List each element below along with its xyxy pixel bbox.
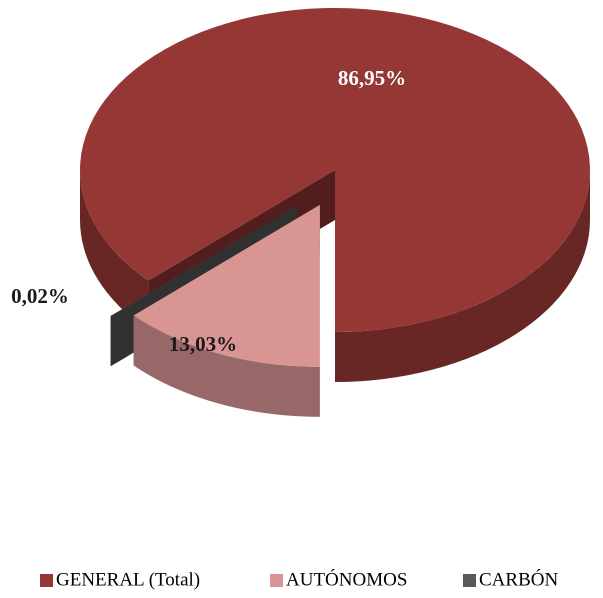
slice-side [133, 315, 320, 417]
legend-swatch [463, 574, 476, 587]
slice-top [80, 7, 590, 332]
slice-top [133, 204, 320, 367]
data-label: 86,95% [338, 66, 406, 90]
slice-side [80, 170, 149, 331]
legend-label: GENERAL (Total) [56, 569, 200, 590]
data-label: 13,03% [169, 332, 237, 356]
legend-swatch [270, 574, 283, 587]
data-label: 0,02% [11, 284, 69, 308]
slice [133, 204, 320, 417]
slice-side [335, 170, 590, 382]
legend-label: CARBÓN [479, 568, 558, 590]
legend-label: AUTÓNOMOS [286, 568, 407, 590]
legend-swatch [40, 574, 53, 587]
slice-top [110, 205, 298, 317]
